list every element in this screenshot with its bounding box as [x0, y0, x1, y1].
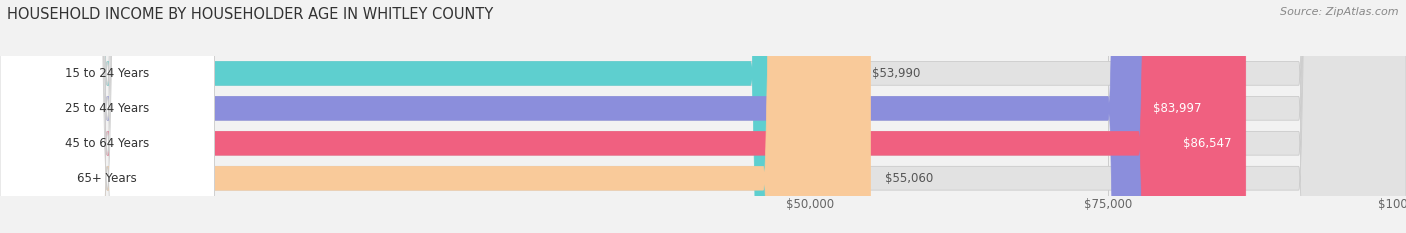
FancyBboxPatch shape [0, 0, 215, 233]
FancyBboxPatch shape [0, 0, 215, 233]
FancyBboxPatch shape [0, 0, 858, 233]
Text: HOUSEHOLD INCOME BY HOUSEHOLDER AGE IN WHITLEY COUNTY: HOUSEHOLD INCOME BY HOUSEHOLDER AGE IN W… [7, 7, 494, 22]
Text: 15 to 24 Years: 15 to 24 Years [65, 67, 149, 80]
FancyBboxPatch shape [0, 0, 1246, 233]
Text: $53,990: $53,990 [872, 67, 921, 80]
FancyBboxPatch shape [0, 0, 870, 233]
Text: Source: ZipAtlas.com: Source: ZipAtlas.com [1281, 7, 1399, 17]
FancyBboxPatch shape [0, 0, 215, 233]
Text: $86,547: $86,547 [1182, 137, 1232, 150]
Text: $55,060: $55,060 [884, 172, 934, 185]
Text: 65+ Years: 65+ Years [77, 172, 138, 185]
Text: 45 to 64 Years: 45 to 64 Years [65, 137, 149, 150]
FancyBboxPatch shape [0, 0, 1215, 233]
Text: 25 to 44 Years: 25 to 44 Years [65, 102, 149, 115]
FancyBboxPatch shape [0, 0, 215, 233]
Text: $83,997: $83,997 [1153, 102, 1201, 115]
